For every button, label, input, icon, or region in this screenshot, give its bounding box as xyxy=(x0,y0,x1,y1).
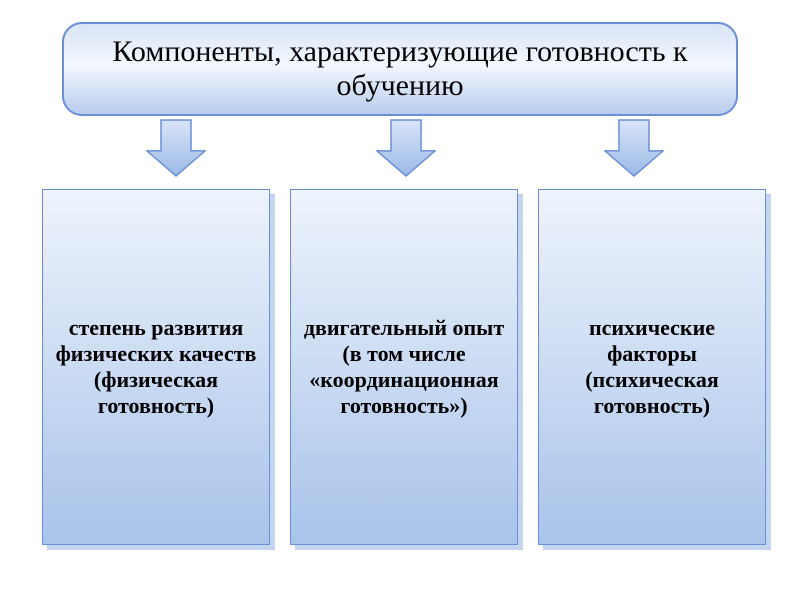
header-box: Компоненты, характеризующие готовность к… xyxy=(62,22,738,116)
arrow-3 xyxy=(604,119,664,177)
card-3: психические факторы (психическая готовно… xyxy=(538,189,766,545)
arrow-1 xyxy=(146,119,206,177)
card-3-text: психические факторы (психическая готовно… xyxy=(547,315,757,419)
card-1: степень развития физических качеств (физ… xyxy=(42,189,270,545)
header-text: Компоненты, характеризующие готовность к… xyxy=(84,35,716,103)
arrow-2 xyxy=(376,119,436,177)
card-2-text: двигательный опыт (в том числе «координа… xyxy=(299,315,509,419)
diagram-canvas: Компоненты, характеризующие готовность к… xyxy=(0,0,800,600)
card-2: двигательный опыт (в том числе «координа… xyxy=(290,189,518,545)
card-1-text: степень развития физических качеств (физ… xyxy=(51,315,261,419)
